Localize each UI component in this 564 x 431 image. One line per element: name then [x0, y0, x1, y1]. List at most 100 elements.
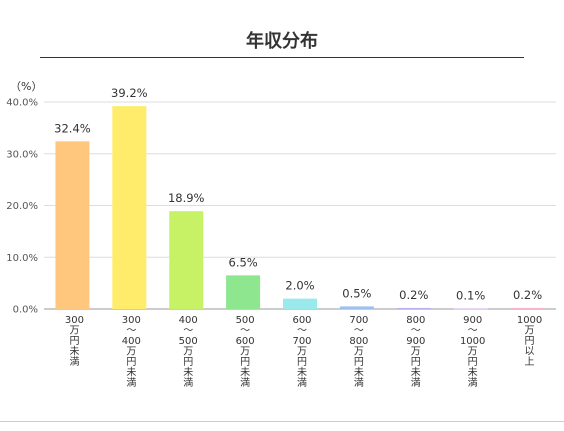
- data-label: 39.2%: [111, 86, 148, 100]
- category-label-line: 700: [292, 336, 311, 347]
- title-underline: [40, 57, 524, 58]
- bar: [396, 307, 431, 309]
- category-label-line: 600: [292, 315, 311, 326]
- category-label-line: 400: [122, 336, 141, 347]
- category-label-char: 円: [69, 336, 79, 347]
- category-label-char: 万: [240, 347, 250, 358]
- category-label-char: 未: [411, 367, 421, 379]
- category-label-char: 万: [525, 326, 535, 337]
- category-label-char: 未: [126, 367, 136, 379]
- category-label-line: 800: [349, 336, 368, 347]
- category-label-char: 未: [297, 367, 307, 379]
- category-label-char: 未: [354, 367, 364, 379]
- category-label-char: 万: [69, 326, 79, 337]
- data-label: 2.0%: [285, 279, 314, 293]
- data-label: 6.5%: [229, 255, 258, 269]
- data-labels: 32.4% 39.2% 18.9% 6.5% 2.0% 0.5% 0.2% 0.1% 0.2%: [54, 86, 542, 302]
- category-label-char: 万: [354, 347, 364, 358]
- category-label-line: 500: [179, 336, 198, 347]
- bar: [112, 106, 147, 309]
- data-label: 0.5%: [342, 286, 371, 300]
- category-label-char: 満: [411, 377, 421, 389]
- category-label-char: 〜: [297, 326, 307, 337]
- category-label-char: 〜: [411, 326, 421, 337]
- category-label-line: 800: [406, 315, 425, 326]
- category-label-char: 円: [126, 357, 136, 368]
- y-tick-label: 40.0%: [6, 98, 38, 109]
- category-label-char: 満: [183, 377, 193, 389]
- category-label-char: 〜: [354, 326, 364, 337]
- category-label-line: 300: [65, 315, 84, 326]
- bottom-divider: [0, 421, 564, 422]
- y-tick-label: 20.0%: [6, 201, 38, 212]
- category-label-char: 円: [468, 357, 478, 368]
- data-label: 32.4%: [54, 121, 91, 135]
- data-label: 18.9%: [168, 191, 205, 205]
- category-label-char: 上: [525, 356, 535, 368]
- category-label-line: 600: [236, 336, 255, 347]
- y-axis-ticks: 0.0% 10.0% 20.0% 30.0% 40.0%: [6, 98, 38, 316]
- category-label-char: 満: [468, 377, 478, 389]
- category-label-char: 円: [183, 357, 193, 368]
- category-label-char: 〜: [126, 326, 136, 337]
- category-label-char: 円: [525, 336, 535, 347]
- x-axis-categories: 300万円未満300〜400万円未満400〜500万円未満500〜600万円未満…: [65, 315, 542, 389]
- category-label-char: 万: [411, 347, 421, 358]
- category-label-char: 万: [183, 347, 193, 358]
- category-label-line: 900: [463, 315, 482, 326]
- category-label-char: 万: [126, 347, 136, 358]
- data-label: 0.2%: [513, 288, 542, 302]
- bar: [339, 306, 374, 309]
- category-label-char: 万: [468, 347, 478, 358]
- category-label-line: 900: [406, 336, 425, 347]
- y-axis-unit-label: （%）: [10, 80, 42, 93]
- category-label-char: 〜: [183, 326, 193, 337]
- category-label-line: 1000: [517, 315, 542, 326]
- category-label-char: 〜: [240, 326, 250, 337]
- bar: [510, 307, 545, 309]
- category-label-char: 未: [183, 367, 193, 379]
- bars: [55, 106, 545, 310]
- category-label-char: 満: [297, 377, 307, 389]
- y-tick-label: 30.0%: [6, 149, 38, 160]
- category-label-char: 未: [69, 346, 79, 358]
- y-tick-label: 10.0%: [6, 253, 38, 264]
- category-label-line: 1000: [460, 336, 485, 347]
- bar: [169, 211, 204, 309]
- category-label-char: 〜: [468, 326, 478, 337]
- category-label-char: 未: [240, 367, 250, 379]
- category-label-char: 万: [297, 347, 307, 358]
- category-label-line: 700: [349, 315, 368, 326]
- category-label-char: 円: [354, 357, 364, 368]
- category-label-char: 満: [69, 356, 79, 368]
- data-label: 0.2%: [399, 288, 428, 302]
- category-label-char: 未: [468, 367, 478, 379]
- y-tick-label: 0.0%: [13, 305, 38, 316]
- data-label: 0.1%: [456, 288, 485, 302]
- category-label-char: 満: [240, 377, 250, 389]
- category-label-char: 円: [240, 357, 250, 368]
- category-label-char: 以: [525, 347, 535, 358]
- chart-title: 年収分布: [246, 31, 318, 52]
- category-label-char: 円: [411, 357, 421, 368]
- category-label-line: 400: [179, 315, 198, 326]
- category-label-char: 円: [297, 357, 307, 368]
- bar: [226, 275, 261, 309]
- category-label-char: 満: [354, 377, 364, 389]
- bar: [55, 141, 90, 309]
- category-label-line: 500: [236, 315, 255, 326]
- category-label-line: 300: [122, 315, 141, 326]
- bar: [453, 308, 488, 310]
- category-label-char: 満: [126, 377, 136, 389]
